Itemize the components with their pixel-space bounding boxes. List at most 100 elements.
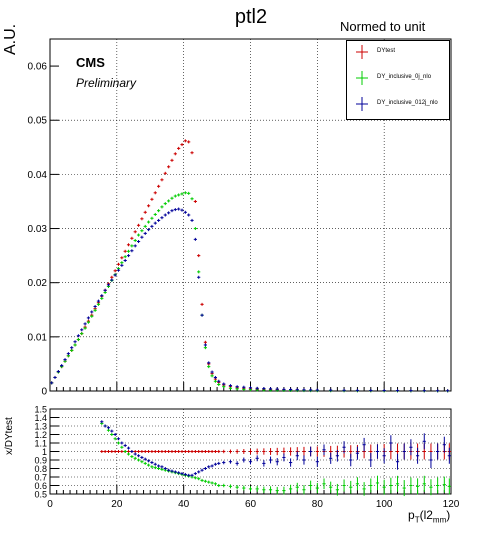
top-data-point: [173, 208, 177, 212]
ratio-data-point: [197, 470, 201, 474]
top-data-point: [136, 233, 141, 237]
top-data-point: [103, 288, 107, 292]
top-data-point: [123, 255, 127, 259]
legend-marker-dy-012j: [356, 97, 368, 111]
top-data-point: [86, 316, 91, 320]
ratio-data-point: [200, 468, 204, 472]
ratio-data-point: [355, 446, 360, 460]
ratio-data-point: [193, 450, 197, 453]
ratio-data-point: [415, 478, 420, 495]
top-data-point: [289, 388, 293, 392]
ratio-data-point: [255, 448, 259, 455]
ratio-data-point: [153, 462, 157, 466]
top-data-point: [275, 387, 279, 391]
ratio-data-point: [136, 454, 141, 458]
ratio-data-point: [207, 480, 211, 484]
ratio-data-point: [248, 448, 253, 455]
top-data-point: [56, 370, 60, 374]
top-series-0: [50, 139, 450, 393]
ratio-data-point: [248, 459, 253, 465]
ratio-data-point: [369, 478, 373, 493]
ratio-data-point: [190, 450, 194, 453]
ratio-data-point: [302, 485, 306, 495]
top-data-point: [126, 254, 131, 258]
ratio-data-point: [329, 452, 333, 464]
ratio-data-point: [116, 437, 121, 441]
ratio-data-point: [153, 450, 157, 453]
top-data-point: [222, 385, 226, 389]
ratio-x-tick-label: 60: [245, 499, 257, 510]
top-data-point: [66, 352, 70, 356]
top-data-point: [120, 256, 124, 260]
top-data-point: [197, 270, 201, 274]
ratio-data-point: [183, 472, 187, 476]
ratio-y-tick-label: 0.7: [34, 473, 47, 483]
ratio-data-point: [190, 473, 194, 477]
ratio-data-point: [382, 479, 386, 495]
ratio-data-point: [197, 477, 201, 481]
top-data-point: [255, 386, 259, 390]
top-y-tick-label: 0.05: [28, 116, 48, 127]
ratio-pad: 0.50.60.70.80.911.11.21.31.41.5 0 20 40 60 80…: [34, 405, 459, 511]
top-data-point: [203, 343, 207, 347]
ratio-data-point: [355, 477, 360, 491]
top-series-2: [50, 207, 450, 393]
ratio-data-point: [228, 459, 233, 464]
ratio-data-point: [315, 456, 319, 467]
top-data-point: [163, 202, 167, 206]
top-data-point: [217, 383, 221, 387]
ratio-data-point: [248, 486, 253, 492]
top-data-point: [153, 191, 157, 195]
legend-label-dy-0j: DY_inclusive_0j_nlo: [377, 74, 432, 80]
ratio-data-point: [170, 450, 174, 453]
top-data-point: [93, 305, 97, 309]
top-y-tick-label: 0.01: [28, 332, 48, 343]
top-data-point: [173, 152, 177, 156]
ratio-data-point: [235, 449, 239, 454]
ratio-data-point: [275, 447, 279, 456]
ratio-data-point: [322, 478, 326, 490]
top-data-point: [93, 308, 97, 312]
ratio-data-point: [133, 452, 137, 456]
ratio-data-point: [289, 447, 293, 456]
top-data-point: [160, 216, 164, 220]
ratio-data-point: [222, 460, 226, 465]
top-data-point: [222, 382, 226, 386]
ratio-data-point: [402, 443, 406, 460]
ratio-data-point: [242, 449, 246, 454]
top-data-point: [120, 263, 124, 267]
top-data-point: [369, 388, 373, 392]
top-data-point: [268, 387, 273, 391]
ratio-data-point: [203, 450, 207, 453]
top-data-point: [140, 235, 144, 239]
ratio-data-point: [429, 479, 433, 496]
top-data-point: [130, 249, 134, 253]
top-data-point: [282, 387, 286, 391]
legend-label-dytest: DYtest: [377, 48, 396, 54]
ratio-data-point: [146, 463, 151, 467]
top-series-1: [50, 191, 450, 393]
top-data-point: [167, 199, 171, 203]
legend-entry-dytest: DYtest: [351, 44, 451, 64]
ratio-data-point: [193, 472, 197, 476]
top-data-point: [187, 213, 191, 217]
ratio-data-point: [342, 441, 346, 454]
top-data-point: [213, 375, 218, 379]
ratio-data-point: [222, 449, 226, 454]
ratio-series-1: [100, 421, 451, 497]
top-data-point: [180, 208, 184, 212]
ratio-data-point: [389, 435, 393, 451]
top-data-point: [136, 223, 141, 227]
ratio-data-point: [136, 450, 141, 453]
top-data-point: [133, 238, 137, 242]
top-data-point: [123, 258, 127, 262]
top-data-point: [203, 346, 207, 350]
ratio-data-point: [113, 437, 117, 441]
legend-label-dy-012j: DY_inclusive_012j_nlo: [377, 100, 438, 106]
ratio-data-point: [133, 450, 137, 453]
top-data-point: [76, 338, 81, 342]
ratio-data-point: [197, 450, 201, 453]
top-data-point: [96, 299, 101, 303]
top-y-tick-label: 0: [41, 387, 47, 398]
